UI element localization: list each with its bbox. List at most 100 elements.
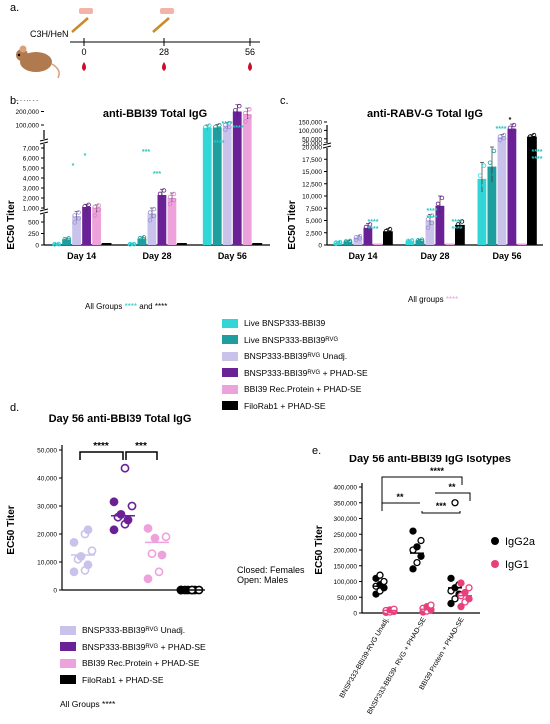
bar bbox=[497, 137, 507, 245]
legend-d-label: BBI39 Rec.Protein + PHAD-SE bbox=[82, 658, 200, 668]
data-point bbox=[247, 107, 252, 112]
data-point bbox=[171, 191, 177, 197]
data-point bbox=[501, 135, 507, 141]
y-tick-label: 250 bbox=[28, 231, 39, 238]
data-point bbox=[409, 238, 415, 243]
data-point bbox=[439, 195, 445, 201]
timeline-day-28: 28 bbox=[159, 47, 169, 57]
data-point bbox=[223, 122, 228, 128]
chart-c-note: All groups **** bbox=[408, 295, 458, 304]
data-point bbox=[109, 497, 119, 507]
data-point bbox=[87, 546, 97, 556]
bar bbox=[222, 125, 232, 245]
data-point bbox=[380, 577, 388, 586]
bar bbox=[477, 178, 487, 245]
axis-break bbox=[323, 143, 331, 148]
legend-d-swatch bbox=[60, 675, 76, 685]
y-tick-label: 4,000 bbox=[23, 176, 40, 183]
significance-label: **** bbox=[233, 125, 244, 132]
chart-c-note-stars: **** bbox=[445, 295, 459, 304]
axis-break-mark bbox=[39, 138, 49, 142]
legend-main-item: FiloRab1 + PHAD-SE bbox=[222, 398, 368, 415]
legend-main-label-sub: RVG bbox=[307, 353, 321, 359]
bar bbox=[242, 114, 252, 245]
data-point bbox=[233, 117, 238, 122]
y-tick-label: 12,500 bbox=[302, 181, 322, 188]
y-tick-label: 200,000 bbox=[334, 548, 358, 555]
y-tick-label: 17,500 bbox=[302, 157, 322, 164]
y-tick-label: 0 bbox=[35, 243, 39, 250]
bar bbox=[507, 128, 517, 245]
data-point bbox=[387, 226, 393, 232]
y-tick-label: 500 bbox=[28, 220, 39, 227]
data-point bbox=[497, 134, 503, 139]
data-point bbox=[491, 148, 497, 154]
data-point bbox=[347, 238, 353, 244]
chart-e-ylabel: EC50 Titer bbox=[314, 525, 325, 574]
bar bbox=[72, 216, 81, 245]
data-point bbox=[72, 220, 77, 225]
y-tick-label: 3,000 bbox=[23, 186, 40, 193]
data-point bbox=[511, 122, 517, 128]
data-point bbox=[151, 206, 157, 212]
y-tick-label: 100,000 bbox=[16, 123, 40, 130]
bar bbox=[487, 166, 497, 245]
data-point bbox=[343, 239, 349, 244]
syringe-icon bbox=[152, 8, 174, 33]
data-point bbox=[116, 510, 126, 519]
axis-break bbox=[40, 209, 48, 214]
data-point bbox=[435, 201, 441, 207]
y-tick-label: 40,000 bbox=[37, 476, 57, 483]
data-point bbox=[154, 567, 164, 577]
legend-d-swatch bbox=[60, 642, 76, 652]
significance-label: *** bbox=[135, 441, 147, 452]
y-tick-label: 25,000 bbox=[302, 141, 322, 148]
significance-label: * bbox=[72, 163, 75, 170]
chart-d-sex-note: Closed: Females Open: Males bbox=[237, 565, 305, 585]
y-tick-label: 5,000 bbox=[306, 218, 323, 225]
significance-label: **** bbox=[427, 215, 438, 222]
syringe-icon bbox=[71, 8, 93, 33]
data-point bbox=[357, 233, 363, 239]
legend-main-label: BNSP333-BBI39 bbox=[244, 351, 308, 361]
data-point bbox=[487, 187, 493, 193]
bar bbox=[373, 243, 383, 245]
data-point bbox=[123, 515, 133, 525]
comparison-bracket bbox=[435, 492, 471, 501]
chart-b: anti-BBI39 Total IgG EC50 Titer 0 250 500 1… bbox=[6, 100, 270, 261]
axis-break-mark bbox=[322, 142, 332, 146]
x-category-label: Day 14 bbox=[348, 251, 377, 261]
data-point bbox=[367, 222, 373, 227]
chart-b-ylabel: EC50 Titer bbox=[6, 200, 17, 249]
legend-d-label: BNSP333-BBI39 bbox=[82, 641, 146, 652]
significance-label: **** bbox=[214, 140, 225, 147]
data-point bbox=[237, 103, 242, 109]
data-point bbox=[457, 579, 465, 587]
significance-label: **** bbox=[368, 219, 379, 226]
legend-main-label: FiloRab1 + PHAD-SE bbox=[244, 400, 326, 411]
data-point bbox=[455, 229, 461, 234]
legend-d-label: FiloRab1 + PHAD-SE bbox=[82, 674, 164, 685]
data-point bbox=[127, 241, 133, 247]
data-point bbox=[451, 595, 459, 603]
data-point bbox=[83, 560, 93, 570]
y-tick-label: 200,000 bbox=[16, 109, 40, 116]
bar bbox=[157, 195, 167, 245]
data-point bbox=[66, 237, 71, 243]
data-point bbox=[409, 565, 417, 573]
legend-main-label-sub: RVG bbox=[325, 336, 339, 343]
data-point bbox=[82, 204, 87, 209]
chart-b-note-all: All Groups bbox=[85, 302, 123, 311]
data-point bbox=[405, 238, 411, 244]
legend-main-swatch bbox=[222, 351, 238, 361]
legend-main-swatch bbox=[222, 368, 238, 378]
data-point bbox=[507, 132, 513, 137]
data-point bbox=[62, 238, 67, 244]
timeline-day-56: 56 bbox=[245, 47, 255, 57]
y-tick-label: 2,000 bbox=[23, 196, 40, 203]
data-point bbox=[333, 240, 339, 245]
legend-main-item: BNSP333-BBI39 RVG Unadj. bbox=[222, 348, 368, 365]
legend-d-swatch bbox=[60, 625, 76, 635]
panel-label-b: b. bbox=[10, 95, 20, 107]
chart-b-note-and: and **** bbox=[139, 302, 168, 311]
